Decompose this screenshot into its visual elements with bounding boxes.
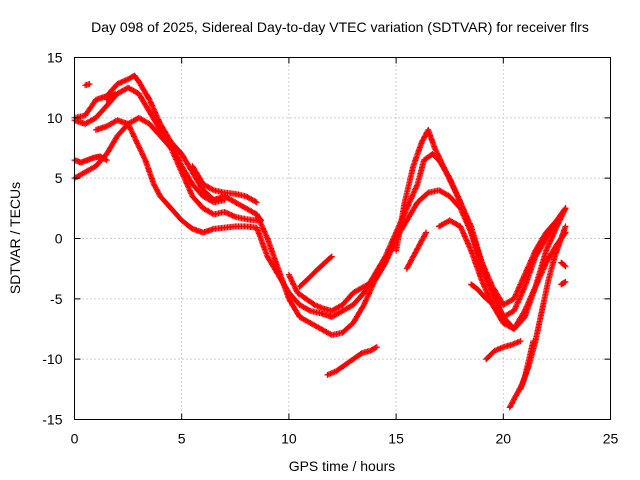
series-points [296,253,335,290]
y-tick-labels: -15 -10 -5 0 5 10 15 [42,50,62,428]
series-track-7 [82,81,93,89]
x-tick-label: 15 [388,431,404,447]
series-points [483,338,524,363]
y-tick-label: -5 [50,291,63,307]
axis-ticks [74,57,611,420]
series-points [82,81,93,89]
series-track-17 [517,338,537,393]
x-tick-labels: 0 5 10 15 20 25 [71,431,619,447]
x-tick-label: 10 [281,431,297,447]
y-tick-label: 15 [47,50,63,66]
y-tick-label: 0 [55,231,63,247]
series-points [393,126,569,332]
series-track-8 [189,163,260,206]
series-track-13 [468,281,494,306]
chart-title: Day 098 of 2025, Sidereal Day-to-day VTE… [91,19,589,35]
series-track-19 [558,278,569,288]
series-points [468,281,494,306]
series-points [558,259,569,270]
series-points [103,90,119,103]
series-track-21 [403,229,430,272]
x-tick-label: 20 [496,431,512,447]
grid-lines [74,57,611,420]
series-points [558,278,569,288]
series-points [517,338,537,393]
y-axis-label: SDTVAR / TECUs [7,182,23,294]
x-tick-label: 25 [603,431,619,447]
y-tick-label: 10 [47,110,63,126]
x-tick-label: 0 [71,431,79,447]
series-track-3 [92,114,260,224]
series-points [189,163,260,206]
x-tick-label: 5 [178,431,186,447]
series-points [403,229,430,272]
series-track-15 [483,338,524,363]
x-axis-label: GPS time / hours [289,458,396,474]
y-tick-label: -10 [42,351,62,367]
series-track-6 [103,90,119,103]
series-track-14 [324,344,380,378]
y-tick-label: 5 [55,170,63,186]
series-track-18 [558,259,569,270]
series-points [324,344,380,378]
series-track-10 [296,253,335,290]
y-tick-label: -15 [42,412,62,428]
series-points [92,114,260,224]
series-track-20 [393,126,569,332]
